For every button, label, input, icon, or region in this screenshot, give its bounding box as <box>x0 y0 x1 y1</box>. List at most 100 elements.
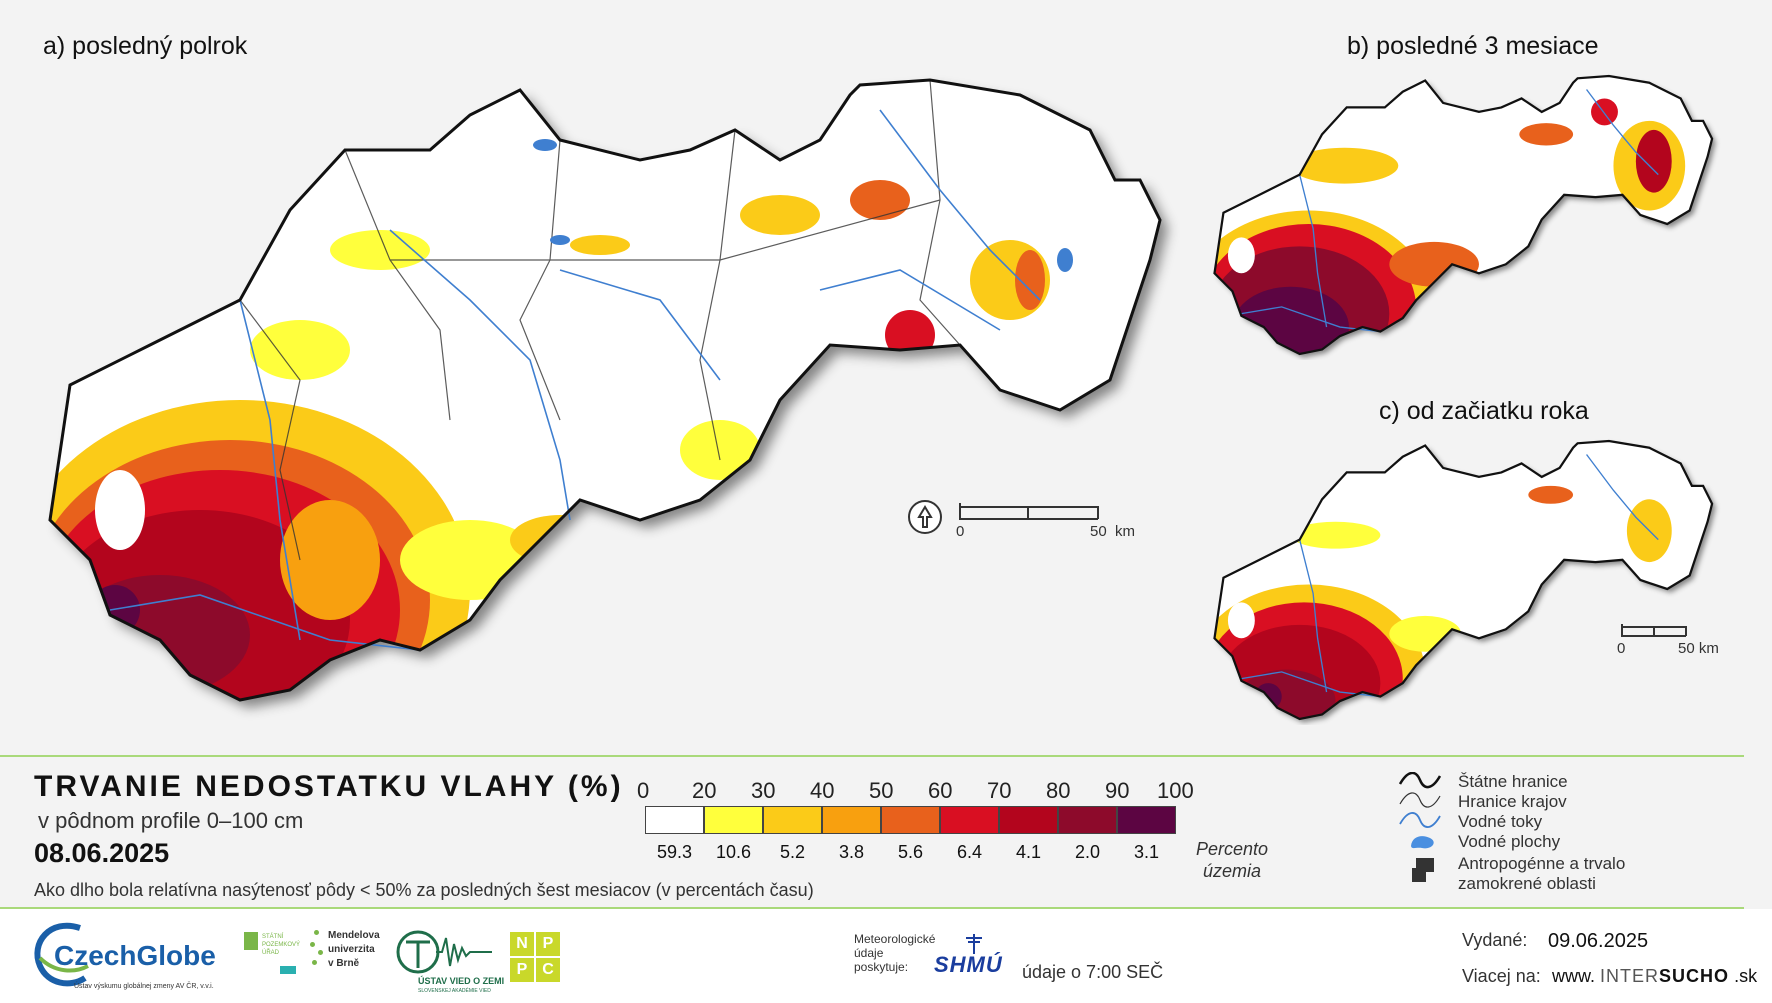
pct-label-line1: Percento <box>1196 839 1269 859</box>
nppc-logo: N P P C <box>510 932 560 982</box>
url-inter: INTER <box>1600 966 1660 986</box>
scale-tick: 90 <box>1105 778 1130 803</box>
map-a-title: a) posledný polrok <box>43 32 248 60</box>
mendel-line3: v Brně <box>328 958 360 969</box>
anthropogenic-area-icon <box>1412 858 1434 882</box>
legend-swatch <box>645 806 704 834</box>
key-region-border: Hranice krajov <box>1458 792 1567 811</box>
scalebar-small <box>1621 624 1687 637</box>
nppc-letter: P <box>536 932 560 956</box>
spu-logo: STÁTNÍ POZEMKOVÝ ÚŘAD <box>244 932 300 980</box>
map-a <box>48 78 1162 702</box>
scale-tick: 60 <box>928 778 953 803</box>
shmu-mast-icon <box>966 934 982 954</box>
legend-pct-value: 5.6 <box>897 842 924 862</box>
map-b-title: b) posledné 3 mesiace <box>1347 32 1599 60</box>
spu-line3: ÚŘAD <box>262 950 280 956</box>
key-rivers: Vodné toky <box>1458 812 1543 831</box>
footer <box>0 909 1772 1003</box>
legend-swatch <box>940 806 999 834</box>
data-time: údaje o 7:00 SEČ <box>1022 962 1164 982</box>
mendel-line1: Mendelova <box>328 930 380 941</box>
scale-tick: 0 <box>637 778 650 803</box>
legend-pct-value: 3.8 <box>838 842 865 862</box>
spu-line2: POZEMKOVÝ <box>262 942 301 948</box>
legend-pct-value: 5.2 <box>779 842 806 862</box>
footer-separator <box>0 907 1744 909</box>
key-state-border: Štátne hranice <box>1458 772 1568 791</box>
pct-label: Percento územia <box>1196 838 1268 882</box>
state-border-icon <box>1398 772 1442 789</box>
legend-swatch <box>822 806 881 834</box>
nppc-letter: N <box>510 932 534 956</box>
map-c-title: c) od začiatku roka <box>1379 397 1589 425</box>
scale-tick: 80 <box>1046 778 1071 803</box>
map-c <box>1213 439 1714 721</box>
key-water-bodies: Vodné plochy <box>1458 832 1561 851</box>
legend-swatch <box>704 806 763 834</box>
key-anthropogenic-2: zamokrené oblasti <box>1458 874 1596 893</box>
issued-date: 09.06.2025 <box>1548 930 1649 952</box>
scalebar-main-zero: 0 <box>956 523 965 540</box>
more-label: Viacej na: <box>1462 966 1541 986</box>
scale-tick: 20 <box>692 778 717 803</box>
mendel-line2: univerzita <box>328 944 375 955</box>
scale-tick: 100 <box>1157 778 1194 803</box>
color-scale: 0 20 30 40 50 60 70 80 90 100 59.3 10.6 5.… <box>637 778 1194 878</box>
pct-row: 59.3 10.6 5.2 3.8 5.6 6.4 4.1 2.0 3.1 <box>645 842 1176 863</box>
scale-tick: 50 <box>869 778 894 803</box>
north-arrow-icon <box>908 500 942 534</box>
map-key: Štátne hranice Hranice krajov Vodné toky… <box>1398 770 1738 900</box>
legend-separator <box>0 755 1744 757</box>
url-sucho: SUCHO <box>1659 966 1730 986</box>
legend-swatch <box>881 806 940 834</box>
swatch-row <box>645 806 1176 834</box>
scale-tick: 70 <box>987 778 1012 803</box>
czechglobe-logo-icon <box>34 922 89 987</box>
uvz-logo-icon <box>396 930 492 974</box>
spu-line1: STÁTNÍ <box>262 934 284 940</box>
issued-label: Vydané: <box>1462 930 1528 950</box>
legend-pct-value: 59.3 <box>656 842 693 862</box>
legend-date: 08.06.2025 <box>34 838 170 868</box>
mendel-logo: Mendelova univerzita v Brně <box>306 928 386 988</box>
meteo-provider: Meteorologické údaje poskytuje: <box>854 932 935 974</box>
nppc-letter: P <box>510 958 534 982</box>
legend-swatch <box>1058 806 1117 834</box>
scalebar-small-zero: 0 <box>1617 640 1626 657</box>
scale-tick: 30 <box>751 778 776 803</box>
scalebar-main-unit: km <box>1115 523 1135 540</box>
legend-swatch <box>999 806 1058 834</box>
region-border-icon <box>1399 792 1441 808</box>
legend-pct-value: 2.0 <box>1074 842 1101 862</box>
scale-ticks: 0 20 30 40 50 60 70 80 90 100 <box>637 778 1194 804</box>
legend-subtitle: v pôdnom profile 0–100 cm <box>38 808 304 833</box>
water-body-icon <box>1411 836 1434 849</box>
scalebar-small-end: 50 km <box>1678 640 1719 657</box>
key-anthropogenic-1: Antropogénne a trvalo <box>1458 854 1626 873</box>
uvz-name: ÚSTAV VIED O ZEMI <box>418 976 505 986</box>
meteo-line1: Meteorologické <box>854 932 936 946</box>
legend-swatch <box>763 806 822 834</box>
legend-pct-value: 10.6 <box>715 842 752 862</box>
scalebar-main <box>959 503 1099 520</box>
czechglobe-name: CzechGlobe <box>54 940 216 971</box>
legend-swatch <box>1117 806 1176 834</box>
nppc-letter: C <box>536 958 560 982</box>
url-prefix: www. <box>1552 966 1596 986</box>
map-b <box>1213 74 1714 356</box>
url-suffix: .sk <box>1734 966 1758 986</box>
meteo-line2: údaje <box>854 946 884 960</box>
uvz-subtitle: SLOVENSKEJ AKADÉMIE VIED <box>418 988 491 994</box>
scale-tick: 40 <box>810 778 835 803</box>
pct-label-line2: územia <box>1203 861 1262 881</box>
legend-pct-value: 3.1 <box>1133 842 1160 862</box>
shmu-logo: SHMÚ <box>934 952 1003 977</box>
legend-pct-value: 4.1 <box>1015 842 1042 862</box>
meteo-line3: poskytuje: <box>854 960 909 974</box>
intersucho-link[interactable]: www. INTERSUCHO .sk <box>1552 966 1757 987</box>
legend-title: TRVANIE NEDOSTATKU VLAHY (%) <box>34 770 624 803</box>
czechglobe-subtitle: Ústav výskumu globálnej zmeny AV ČR, v.v… <box>74 983 214 990</box>
river-icon <box>1399 812 1441 828</box>
legend-description: Ako dlho bola relatívna nasýtenosť pôdy … <box>34 880 814 900</box>
